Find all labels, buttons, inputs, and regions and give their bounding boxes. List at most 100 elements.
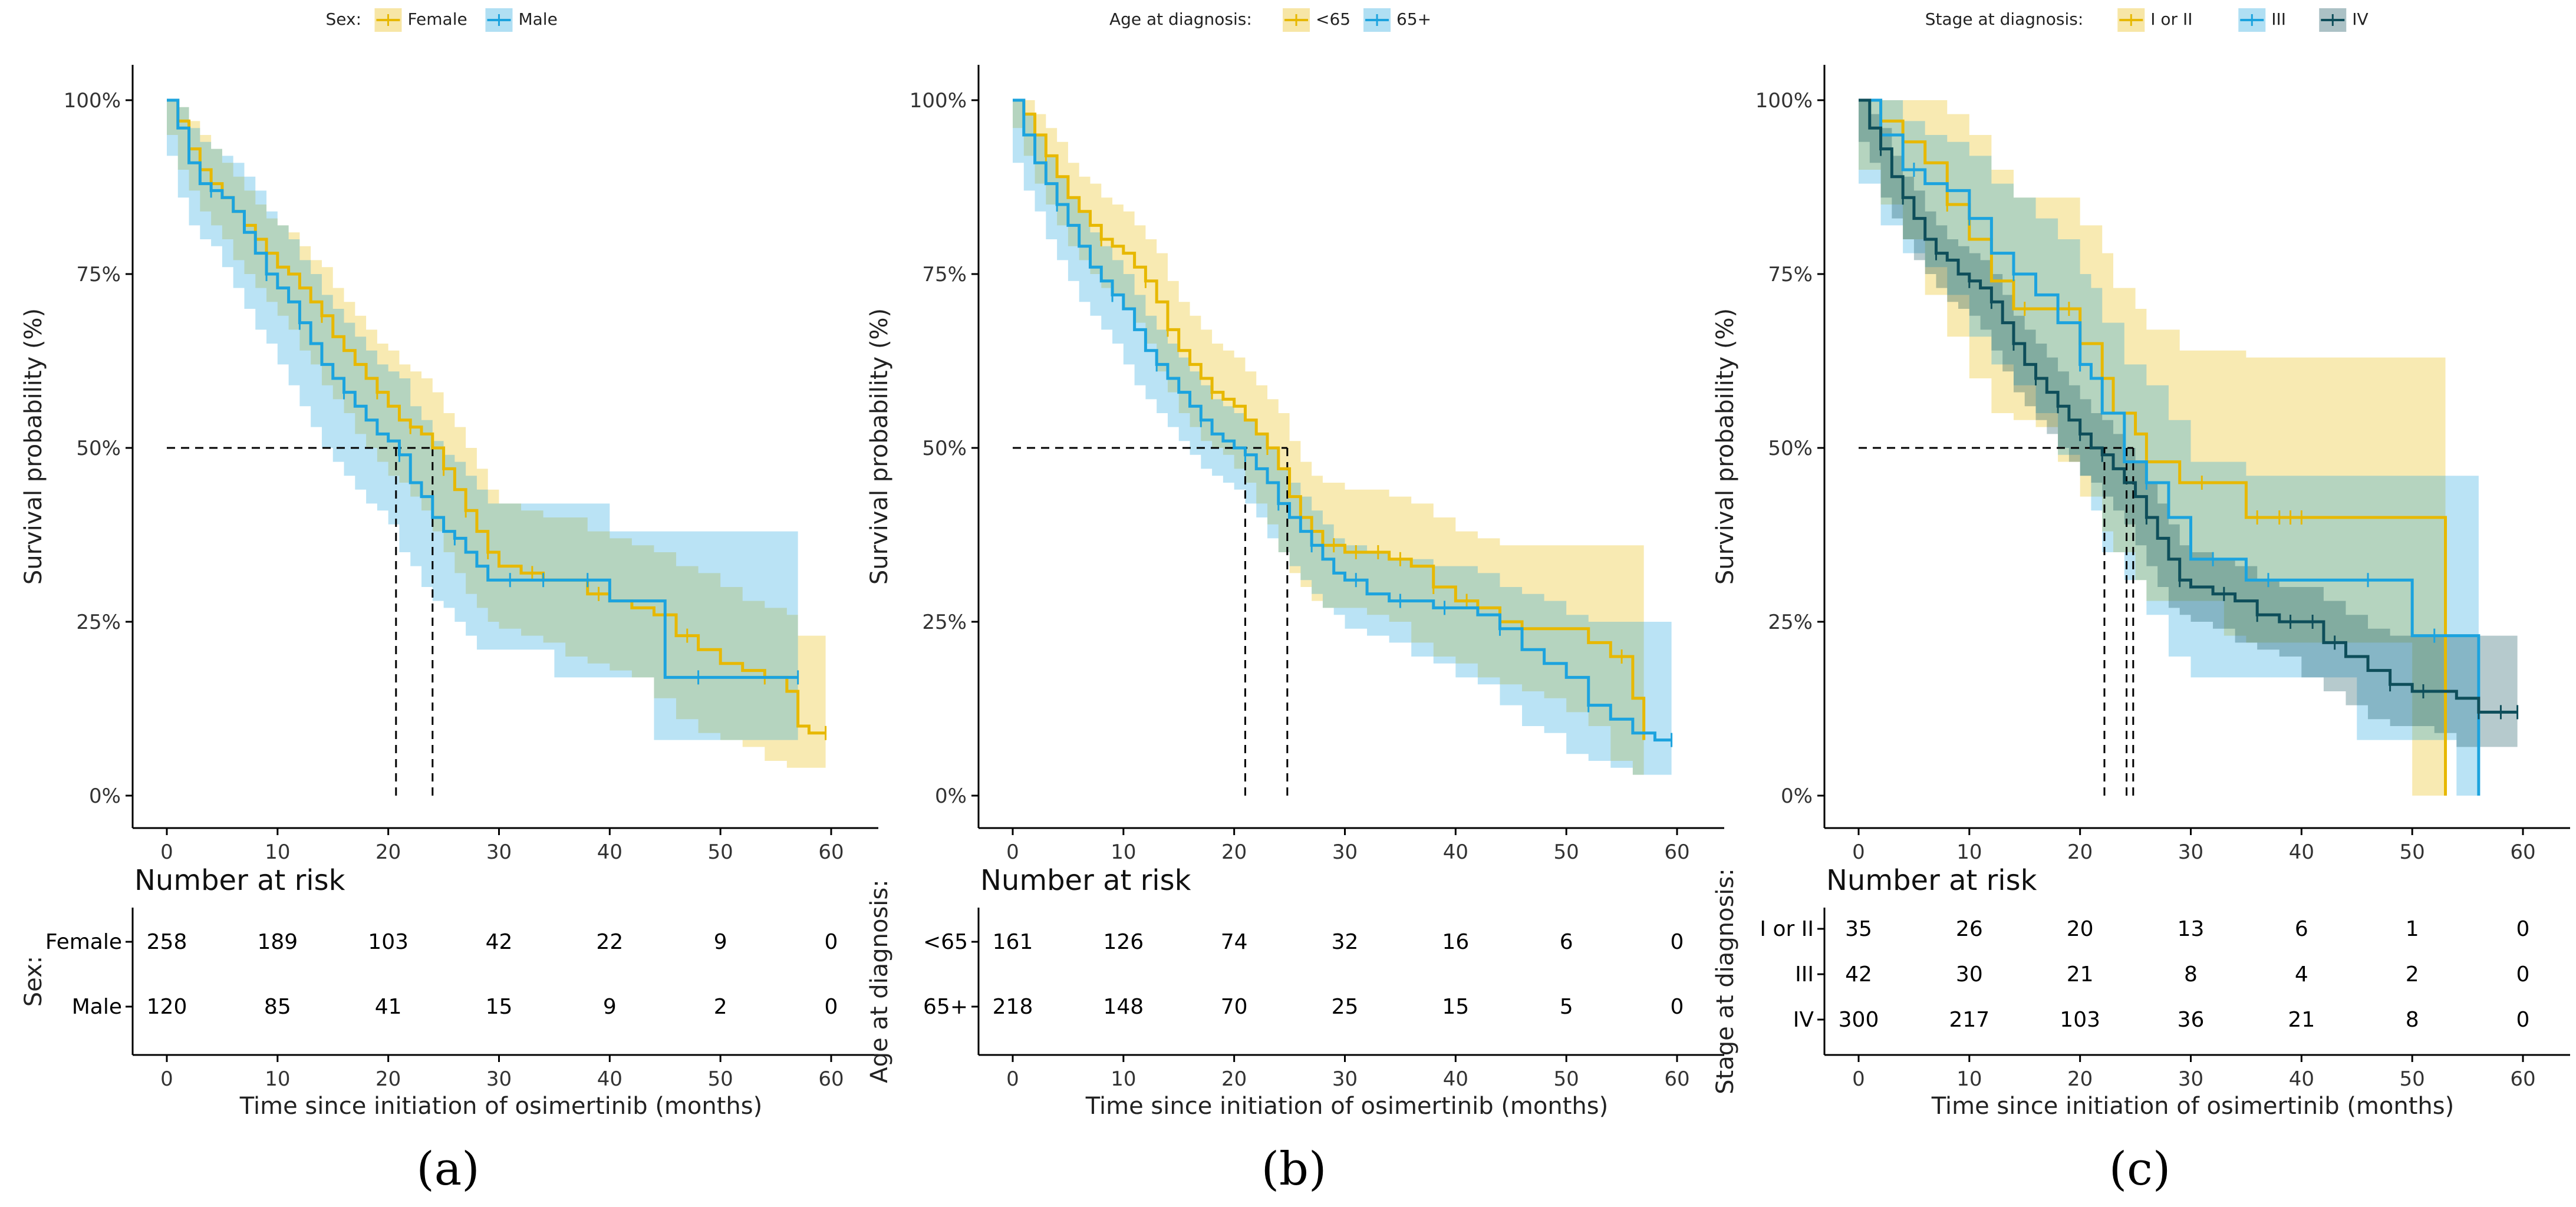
- risk-count: 189: [257, 930, 298, 954]
- risk-x-tick-label: 50: [708, 1067, 733, 1091]
- x-tick-label: 0: [160, 840, 173, 864]
- risk-count: 42: [1845, 962, 1872, 987]
- km-curve-Female: [167, 98, 826, 735]
- x-tick-label: 40: [2289, 840, 2314, 864]
- panel-label: (c): [2109, 1143, 2171, 1196]
- x-tick-label: 0: [1006, 840, 1019, 864]
- risk-count: 20: [2067, 917, 2094, 941]
- y-tick-label: 50%: [1768, 437, 1813, 460]
- risk-count: 21: [2288, 1008, 2315, 1032]
- legend-label-0: I or II: [2150, 9, 2192, 29]
- risk-count: 26: [1956, 917, 1983, 941]
- risk-count: 8: [2406, 1008, 2419, 1032]
- risk-x-tick-label: 60: [1664, 1067, 1689, 1091]
- risk-count: 41: [375, 995, 402, 1019]
- risk-table-title: Number at risk: [134, 864, 345, 897]
- risk-x-tick-label: 40: [1443, 1067, 1468, 1091]
- x-axis-label: Time since initiation of osimertinib (mo…: [1085, 1093, 1608, 1120]
- risk-count: 218: [993, 995, 1033, 1019]
- risk-x-tick-label: 60: [818, 1067, 844, 1091]
- risk-axis-label: Sex:: [20, 956, 47, 1007]
- x-tick-label: 50: [2400, 840, 2425, 864]
- risk-x-tick-label: 30: [1332, 1067, 1358, 1091]
- x-tick-label: 60: [1664, 840, 1689, 864]
- panel-2: Age at diagnosis: <65 65+ 0% 25% 50% 75% 100% 0 1…: [866, 8, 1724, 1196]
- risk-count: 5: [1560, 995, 1573, 1019]
- legend-label-0: Female: [407, 9, 467, 29]
- y-tick-label: 100%: [1755, 89, 1813, 113]
- y-tick-label: 25%: [1768, 611, 1813, 634]
- legend-label-2: IV: [2352, 9, 2368, 29]
- risk-row-label-0: Female: [45, 930, 122, 954]
- risk-count: 1: [2406, 917, 2419, 941]
- risk-count: 30: [1956, 962, 1983, 987]
- risk-count: 22: [596, 930, 623, 954]
- risk-x-tick-label: 40: [2289, 1067, 2314, 1091]
- x-axis-label: Time since initiation of osimertinib (mo…: [239, 1093, 762, 1120]
- x-tick-label: 0: [1852, 840, 1865, 864]
- risk-x-tick-label: 60: [2510, 1067, 2535, 1091]
- risk-count: 4: [2295, 962, 2308, 987]
- risk-count: 13: [2178, 917, 2205, 941]
- risk-count: 300: [1839, 1008, 1879, 1032]
- x-tick-label: 30: [2178, 840, 2203, 864]
- x-tick-label: 10: [1956, 840, 1982, 864]
- x-tick-label: 30: [486, 840, 512, 864]
- x-tick-label: 10: [1111, 840, 1136, 864]
- risk-count: 217: [1949, 1008, 1989, 1032]
- risk-row-label-1: 65+: [923, 995, 968, 1019]
- risk-count: 42: [486, 930, 513, 954]
- x-tick-label: 40: [1443, 840, 1468, 864]
- risk-table-title: Number at risk: [980, 864, 1191, 897]
- ci-band-Male: [167, 100, 798, 740]
- risk-count: 25: [1332, 995, 1359, 1019]
- x-tick-label: 20: [1221, 840, 1247, 864]
- legend-label-1: Male: [518, 9, 557, 29]
- risk-count: 103: [2060, 1008, 2100, 1032]
- risk-count: 6: [2295, 917, 2308, 941]
- risk-count: 148: [1103, 995, 1144, 1019]
- risk-count: 9: [603, 995, 617, 1019]
- ci-band-IV: [1859, 100, 2518, 747]
- risk-x-tick-label: 0: [160, 1067, 173, 1091]
- y-tick-label: 0%: [89, 784, 121, 808]
- risk-count: 0: [2516, 1008, 2530, 1032]
- risk-table-title: Number at risk: [1826, 864, 2037, 897]
- risk-x-tick-label: 50: [1554, 1067, 1579, 1091]
- risk-row-label-0: I or II: [1760, 917, 1814, 941]
- risk-count: 21: [2067, 962, 2094, 987]
- km-curve-III: [1859, 98, 2481, 796]
- legend: Age at diagnosis: <65 65+: [1109, 8, 1431, 32]
- risk-count: 8: [2184, 962, 2198, 987]
- x-tick-label: 30: [1332, 840, 1358, 864]
- y-tick-label: 25%: [76, 611, 121, 634]
- y-tick-label: 100%: [910, 89, 967, 113]
- risk-count: 85: [264, 995, 291, 1019]
- y-tick-label: 75%: [76, 263, 121, 286]
- risk-count: 15: [486, 995, 513, 1019]
- risk-count: 126: [1103, 930, 1144, 954]
- risk-x-tick-label: 30: [2178, 1067, 2203, 1091]
- risk-x-tick-label: 20: [1221, 1067, 1247, 1091]
- risk-count: 32: [1332, 930, 1359, 954]
- x-tick-label: 10: [265, 840, 290, 864]
- legend-label-1: III: [2271, 9, 2286, 29]
- risk-x-tick-label: 40: [597, 1067, 622, 1091]
- risk-count: 120: [147, 995, 187, 1019]
- km-curve-65+: [1013, 98, 1672, 742]
- risk-count: 0: [1671, 930, 1684, 954]
- risk-count: 161: [993, 930, 1033, 954]
- y-tick-label: 75%: [922, 263, 967, 286]
- x-tick-label: 20: [2067, 840, 2093, 864]
- panel-label: (b): [1261, 1143, 1327, 1196]
- risk-x-tick-label: 10: [1956, 1067, 1982, 1091]
- risk-row-label-0: <65: [923, 930, 968, 954]
- risk-count: 0: [1671, 995, 1684, 1019]
- risk-count: 0: [2516, 962, 2530, 987]
- x-tick-label: 20: [375, 840, 401, 864]
- risk-count: 103: [368, 930, 409, 954]
- risk-count: 6: [1560, 930, 1573, 954]
- legend-label-1: 65+: [1396, 9, 1431, 29]
